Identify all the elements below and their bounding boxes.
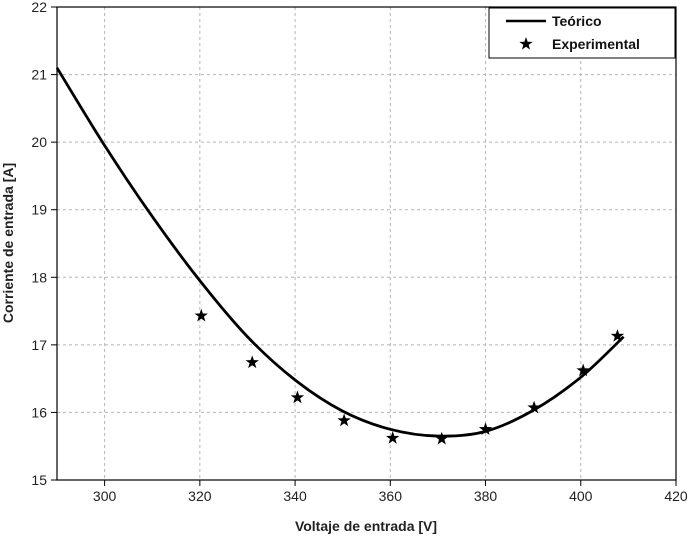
x-tick-label: 420 bbox=[664, 488, 688, 504]
y-tick-label: 16 bbox=[31, 404, 47, 420]
data-point-experimental bbox=[290, 390, 305, 404]
data-point-experimental bbox=[610, 329, 625, 342]
plot-background bbox=[57, 7, 676, 480]
legend-label-experimental: Experimental bbox=[552, 36, 640, 52]
x-tick-label: 300 bbox=[93, 488, 117, 504]
x-tick-label: 360 bbox=[379, 488, 403, 504]
y-tick-label: 18 bbox=[31, 269, 47, 285]
y-axis-title: Corriente de entrada [A] bbox=[0, 163, 16, 323]
data-point-experimental bbox=[245, 355, 259, 369]
y-tick-label: 22 bbox=[31, 0, 47, 15]
grid bbox=[57, 7, 676, 480]
x-tick-label: 380 bbox=[474, 488, 498, 504]
legend-star-icon bbox=[519, 37, 533, 50]
x-axis-title: Voltaje de entrada [V] bbox=[295, 518, 437, 534]
y-tick-label: 17 bbox=[31, 337, 47, 353]
data-point-experimental bbox=[478, 422, 493, 435]
plot-frame bbox=[56, 6, 677, 481]
data-point-experimental bbox=[194, 308, 208, 322]
data-point-experimental bbox=[386, 431, 400, 444]
legend: Teórico Experimental bbox=[488, 7, 676, 59]
data-point-experimental bbox=[527, 400, 541, 414]
x-tick-label: 340 bbox=[283, 488, 307, 504]
y-tick-label: 20 bbox=[31, 134, 47, 150]
x-tick-label: 320 bbox=[188, 488, 212, 504]
x-tick-label: 400 bbox=[569, 488, 593, 504]
series-layer bbox=[55, 67, 625, 445]
data-point-experimental bbox=[576, 363, 590, 377]
data-point-experimental bbox=[337, 413, 351, 427]
y-tick-label: 15 bbox=[31, 472, 47, 488]
legend-label-teorico: Teórico bbox=[552, 13, 602, 29]
y-tick-label: 21 bbox=[31, 67, 47, 83]
x-axis-ticks: 300 320 340 360 380 400 420 bbox=[93, 480, 688, 504]
data-point-experimental bbox=[435, 431, 449, 445]
legend-box bbox=[488, 7, 676, 59]
y-axis-ticks: 15 16 17 18 19 20 21 22 bbox=[31, 0, 57, 488]
y-tick-label: 19 bbox=[31, 202, 47, 218]
